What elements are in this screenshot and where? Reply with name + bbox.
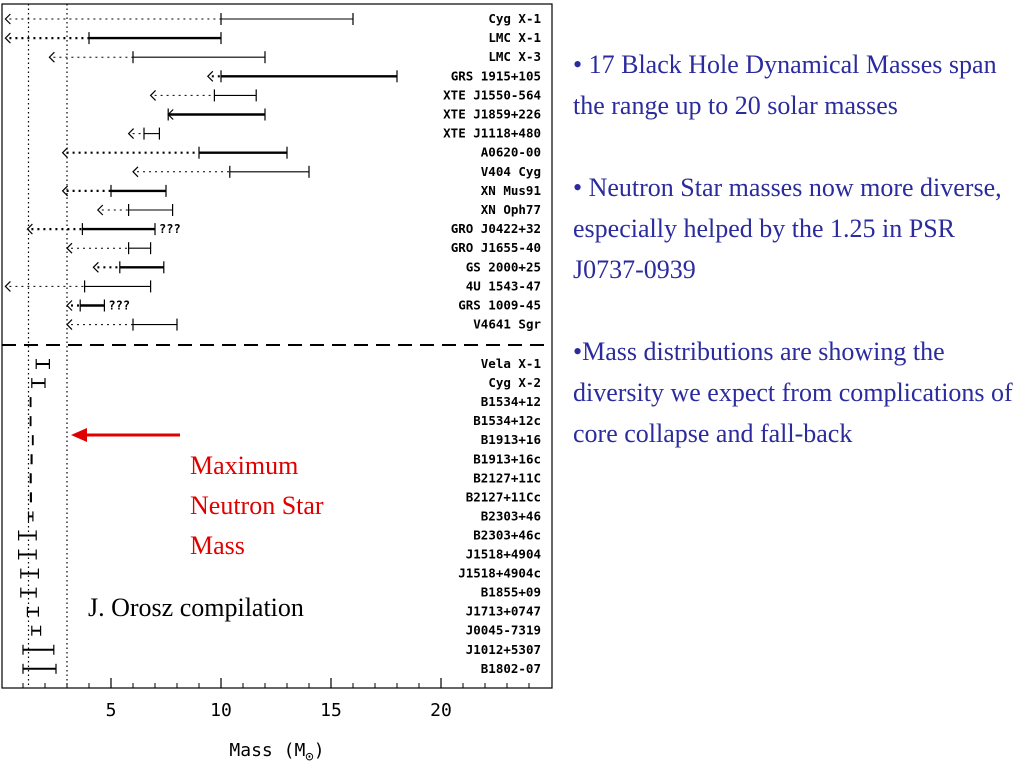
bh-label-0: Cyg X-1 — [488, 11, 541, 26]
bh-note-15: ??? — [108, 299, 130, 313]
bh-label-15: GRS 1009-45 — [458, 298, 541, 313]
bh-limit-arrow-10 — [96, 204, 104, 216]
bh-label-3: GRS 1915+105 — [451, 68, 541, 83]
ns-label-7: B2127+11Cc — [466, 489, 541, 504]
bh-limit-arrow-7 — [61, 147, 69, 159]
ns-label-0: Vela X-1 — [481, 356, 541, 371]
x-axis-label-sub: ⊙ — [305, 749, 314, 765]
bullet-3: •Mass distributions are showing the dive… — [573, 337, 1013, 448]
ns-label-15: J1012+5307 — [466, 642, 541, 657]
bh-label-7: A0620-00 — [481, 145, 541, 160]
max-ns-line-2: Neutron Star — [190, 491, 324, 520]
bh-label-9: XN Mus91 — [481, 183, 541, 198]
max-ns-line-3: Mass — [190, 531, 245, 560]
x-tick-label-0: 5 — [106, 700, 117, 721]
ns-label-3: B1534+12c — [473, 413, 541, 428]
bh-limit-arrow-6 — [127, 128, 135, 140]
plot-frame — [1, 3, 553, 689]
ns-label-6: B2127+11C — [473, 470, 541, 485]
bh-label-14: 4U 1543-47 — [466, 278, 541, 293]
bh-label-1: LMC X-1 — [488, 30, 541, 45]
ns-label-9: B2303+46c — [473, 527, 541, 542]
bh-limit-arrow-0 — [4, 13, 11, 25]
ns-label-8: B2303+46 — [481, 508, 541, 523]
ns-label-4: B1913+16 — [481, 432, 541, 447]
plot-marks — [4, 13, 398, 674]
bh-limit-arrow-8 — [132, 166, 139, 178]
bh-limit-arrow-9 — [61, 185, 69, 197]
bh-limit-arrow-1 — [4, 32, 11, 44]
max-ns-line-1: Maximum — [190, 451, 299, 480]
bh-limit-arrow-14 — [4, 280, 11, 292]
bh-limit-arrow-4 — [149, 89, 157, 101]
ns-label-13: J1713+0747 — [466, 604, 541, 619]
bh-limit-arrow-3 — [206, 70, 214, 82]
ns-label-2: B1534+12 — [481, 394, 541, 409]
bh-limit-arrow-11 — [26, 223, 33, 235]
x-tick-label-1: 10 — [210, 700, 232, 721]
bh-label-6: XTE J1118+480 — [443, 126, 541, 141]
bullet-2: • Neutron Star masses now more diverse, … — [573, 173, 1002, 284]
x-axis: 5 10 15 20 Mass (M⊙) — [22, 678, 530, 765]
bh-label-5: XTE J1859+226 — [443, 107, 541, 122]
x-axis-label-close: ) — [314, 740, 325, 761]
bh-label-2: LMC X-3 — [488, 49, 541, 64]
plot-labels: Cyg X-1 LMC X-1 LMC X-3 GRS 1915+105 XTE J15… — [108, 11, 541, 676]
bh-label-16: V4641 Sgr — [473, 317, 541, 332]
ns-label-1: Cyg X-2 — [488, 375, 541, 390]
bh-label-13: GS 2000+25 — [466, 259, 541, 274]
bh-label-10: XN Oph77 — [481, 202, 541, 217]
compilation-credit: J. Orosz compilation — [88, 593, 304, 622]
max-neutron-star-mass-label: Maximum Neutron Star Mass — [190, 446, 324, 566]
x-axis-label-main: Mass (M — [229, 740, 305, 761]
bh-label-11: GRO J0422+32 — [451, 221, 541, 236]
bh-limit-arrow-2 — [48, 51, 55, 63]
bullet-1: • 17 Black Hole Dynamical Masses span th… — [573, 50, 997, 120]
x-tick-label-3: 20 — [430, 700, 452, 721]
bh-limit-arrow-16 — [66, 319, 73, 331]
max-ns-arrow-head — [71, 428, 87, 442]
ns-label-14: J0045-7319 — [466, 623, 541, 638]
ns-label-10: J1518+4904 — [466, 547, 541, 562]
ns-label-16: B1802-07 — [481, 661, 541, 676]
bh-limit-arrow-12 — [66, 242, 73, 254]
mass-chart: Cyg X-1 LMC X-1 LMC X-3 GRS 1915+105 XTE J15… — [1, 3, 553, 765]
bh-limit-arrow-15 — [66, 300, 73, 311]
bh-label-8: V404 Cyg — [481, 164, 541, 179]
ns-label-5: B1913+16c — [473, 451, 541, 466]
x-axis-label: Mass (M⊙) — [229, 740, 324, 765]
bullet-list: • 17 Black Hole Dynamical Masses span th… — [573, 44, 1013, 495]
bh-label-4: XTE J1550-564 — [443, 87, 541, 102]
bh-label-12: GRO J1655-40 — [451, 240, 541, 255]
bh-limit-arrow-13 — [92, 261, 99, 273]
bh-note-11: ??? — [159, 222, 181, 236]
ns-label-12: B1855+09 — [481, 585, 541, 600]
ns-label-11: J1518+4904c — [458, 566, 541, 581]
x-tick-label-2: 15 — [320, 700, 342, 721]
